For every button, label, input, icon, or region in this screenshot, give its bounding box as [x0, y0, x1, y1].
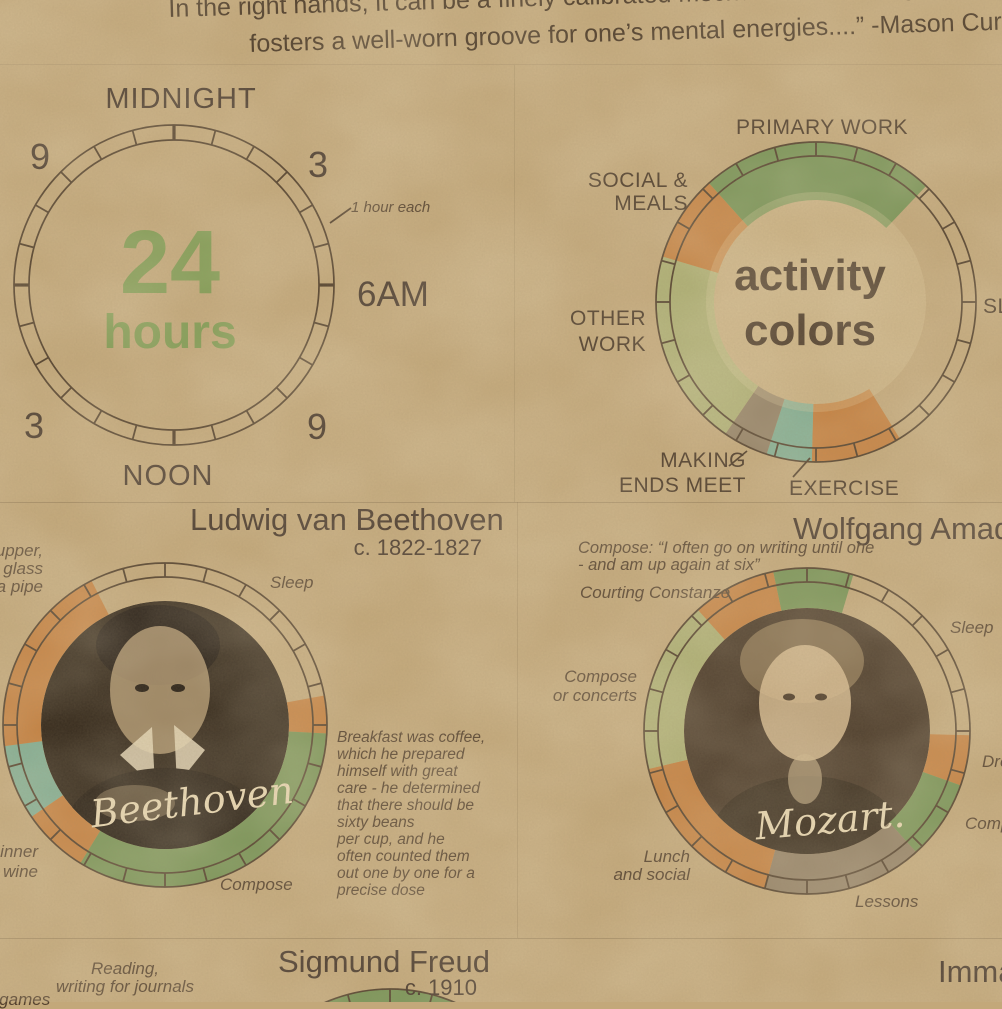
- clock-noon-label: NOON: [122, 460, 214, 492]
- kant-name: Imma: [938, 954, 1002, 989]
- beethoven-day: [2, 562, 328, 888]
- legend-label-exercise: EXERCISE: [789, 477, 900, 500]
- freud-dates: c. 1910: [404, 975, 477, 1000]
- beethoven-label-supper: supper, a glass d a pipe: [0, 541, 43, 596]
- mozart-label-compose-right: Compo: [965, 814, 1002, 833]
- mozart-label-sleep: Sleep: [950, 618, 994, 637]
- legend-label-social-meals: SOCIAL & MEALS: [587, 169, 688, 215]
- beethoven-name: Ludwig van Beethoven: [190, 502, 504, 537]
- mozart-quote: Compose: “I often go on writing until on…: [578, 539, 875, 574]
- beethoven-label-dinner: Dinner in wine: [0, 842, 38, 881]
- clock-numeral-9pm: 9: [30, 136, 51, 177]
- beethoven-dates: c. 1822-1827: [353, 535, 482, 560]
- beethoven-breakfast-note: Breakfast was coffee, which he prepared …: [337, 729, 486, 899]
- mozart-day: [643, 567, 971, 895]
- clock-center-word: hours: [103, 306, 237, 359]
- beethoven-label-sleep: Sleep: [270, 573, 314, 592]
- beethoven-label-compose: Compose: [220, 875, 293, 894]
- clock-center-number: 24: [119, 213, 221, 313]
- freud-label-reading: Reading, writing for journals: [56, 959, 194, 996]
- clock-numeral-9am: 9: [307, 406, 328, 447]
- one-hour-each-leader: [329, 207, 352, 224]
- mozart-label-compose-concerts: Compose or concerts: [552, 667, 637, 705]
- legend-title: activity colors: [660, 248, 960, 358]
- legend-label-making-ends-meet: MAKING ENDS MEET: [618, 449, 746, 497]
- clock-one-hour-note: 1 hour each: [351, 199, 431, 216]
- mozart-label-dressing: Dres: [982, 752, 1002, 771]
- legend-title-line1: activity: [734, 251, 886, 300]
- legend-label-sleep: SLEEP: [983, 295, 1002, 318]
- legend-label-primary-work: PRIMARY WORK: [735, 116, 909, 139]
- clock-numeral-3pm: 3: [24, 405, 45, 446]
- clock-numeral-6am: 6AM: [357, 275, 429, 314]
- clock-numeral-3am: 3: [308, 144, 329, 185]
- legend-title-line2: colors: [743, 306, 877, 355]
- clock-midnight-label: MIDNIGHT: [105, 83, 257, 115]
- mozart-label-lunch: Lunch and social: [613, 847, 690, 884]
- mozart-label-courting: Courting Constanze: [580, 583, 731, 602]
- mozart-label-lessons: Lessons: [855, 892, 919, 911]
- freud-label-games: d games: [0, 990, 51, 1009]
- legend-label-other-work: OTHER WORK: [570, 307, 646, 356]
